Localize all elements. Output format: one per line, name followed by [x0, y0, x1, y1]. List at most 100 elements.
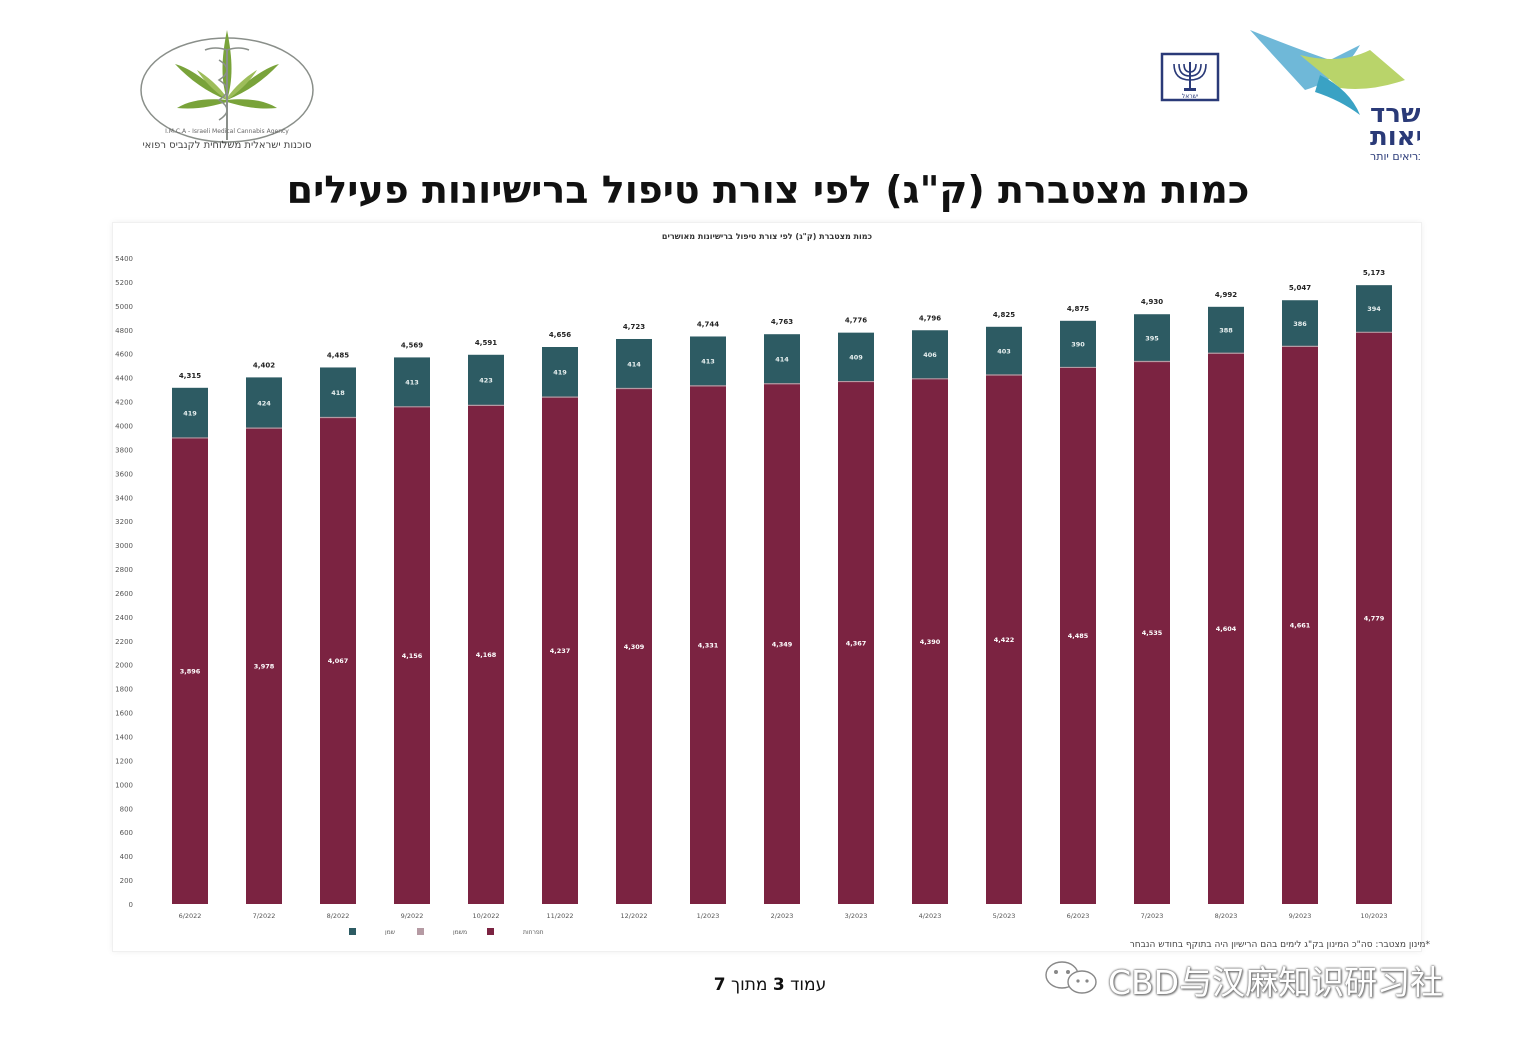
- y-tick-label: 1800: [115, 686, 133, 694]
- bar-segment-oil: [246, 377, 282, 429]
- page-number-prefix: עמוד: [790, 975, 827, 995]
- bar-segment-label: 4,485: [1068, 632, 1089, 640]
- x-tick-label: 3/2023: [845, 912, 868, 920]
- y-tick-label: 2800: [115, 566, 133, 574]
- imca-english-name: I.M.C.A - Israeli Medical Cannabis Agenc…: [165, 128, 289, 135]
- bar-segment-label: 406: [923, 351, 937, 359]
- y-tick-label: 0: [129, 901, 133, 909]
- y-tick-label: 3200: [115, 518, 133, 526]
- bar-total-label: 4,485: [327, 351, 349, 359]
- bar-segment-label: 403: [997, 347, 1011, 355]
- page-number-total: 7: [713, 975, 726, 995]
- x-tick-label: 12/2022: [620, 912, 647, 920]
- bar-total-label: 5,173: [1363, 269, 1385, 277]
- bar-segment-oil: [912, 330, 948, 379]
- x-tick-label: 6/2023: [1067, 912, 1090, 920]
- x-tick-label: 7/2023: [1141, 912, 1164, 920]
- y-tick-label: 5000: [115, 303, 133, 311]
- bar-total-label: 4,825: [993, 311, 1015, 319]
- y-tick-label: 4600: [115, 351, 133, 359]
- bar-segment-flowers: [1060, 367, 1096, 904]
- bar-total-label: 4,315: [179, 372, 201, 380]
- bar-total-label: 4,656: [549, 331, 571, 339]
- bar-segment-flowers: [1356, 332, 1392, 904]
- x-tick-label: 10/2023: [1360, 912, 1387, 920]
- bar-segment-label: 4,309: [624, 643, 645, 651]
- bar-segment-label: 4,367: [846, 639, 867, 647]
- x-tick-label: 11/2022: [546, 912, 573, 920]
- bar-total-label: 4,776: [845, 317, 867, 325]
- bar-segment-flowers: [1208, 353, 1244, 904]
- bar-total-label: 4,591: [475, 339, 497, 347]
- bar-segment-label: 409: [849, 354, 863, 362]
- chart-title: כמות מצטברת (ק"ג) לפי צורת טיפול ברישיונ…: [662, 232, 873, 241]
- bar-segment-oil: [1208, 306, 1244, 354]
- bar-segment-oil: [468, 354, 504, 406]
- x-tick-label: 9/2023: [1289, 912, 1312, 920]
- ministry-of-health-logo: משרד הבריאות לחיים בריאים יותר: [1250, 30, 1420, 163]
- bar-segment-flowers: [320, 417, 356, 904]
- bar-segment-flowers: [1134, 361, 1170, 904]
- bar-segment-oil: [1356, 285, 1392, 333]
- bar-segment-flowers: [912, 378, 948, 904]
- page-number-middle: מתוך: [731, 975, 768, 995]
- y-tick-label: 4000: [115, 422, 133, 430]
- bar-segment-oil: [690, 336, 726, 386]
- emblem-caption: ישראל: [1182, 93, 1198, 100]
- bar-segment-label: 419: [553, 369, 567, 377]
- watermark-text: CBD与汉麻知识研习社: [1108, 963, 1444, 1002]
- bar-total-label: 5,047: [1289, 284, 1311, 292]
- bar-segment-oil: [1060, 320, 1096, 368]
- y-tick-label: 4800: [115, 327, 133, 335]
- bar-segment-label: 414: [775, 355, 789, 363]
- bar-segment-label: 386: [1293, 320, 1307, 328]
- y-tick-label: 200: [120, 877, 133, 885]
- bar-segment-label: 388: [1219, 327, 1233, 335]
- page-title: כמות מצטברת (ק"ג) לפי צורת טיפול ברישיונ…: [286, 168, 1250, 212]
- y-tick-label: 400: [120, 853, 133, 861]
- bar-segment-flowers: [468, 405, 504, 904]
- bar-segment-label: 3,896: [180, 667, 201, 675]
- bar-segment-flowers: [394, 406, 430, 904]
- bar-segment-label: 4,067: [328, 657, 349, 665]
- page-number-current: 3: [772, 975, 785, 995]
- bar-segment-label: 423: [479, 377, 493, 385]
- bar-total-label: 4,875: [1067, 305, 1089, 313]
- y-tick-label: 1600: [115, 710, 133, 718]
- bar-total-label: 4,402: [253, 361, 275, 369]
- y-tick-label: 5400: [115, 255, 133, 263]
- bar-segment-label: 394: [1367, 305, 1381, 313]
- y-tick-label: 4400: [115, 375, 133, 383]
- legend-swatch: [487, 928, 494, 935]
- y-tick-label: 2400: [115, 614, 133, 622]
- bar-segment-label: 395: [1145, 334, 1159, 342]
- y-tick-label: 3400: [115, 494, 133, 502]
- bar-segment-label: 414: [627, 360, 641, 368]
- bar-segment-label: 419: [183, 409, 197, 417]
- chart-footnote: *מינון מצטבר: סה"כ המינון בק"ג לימים בהם…: [1129, 940, 1430, 950]
- legend-swatch: [417, 928, 424, 935]
- bar-segment-oil: [1282, 300, 1318, 347]
- bar-segment-oil: [320, 367, 356, 418]
- moh-name-line1: משרד: [1370, 99, 1420, 129]
- bar-segment-oil: [172, 387, 208, 438]
- bar-segment-label: 424: [257, 399, 271, 407]
- bar-segment-flowers: [690, 385, 726, 904]
- bar-segment-oil: [986, 326, 1022, 375]
- y-tick-label: 600: [120, 829, 133, 837]
- legend-label: שמן: [385, 929, 395, 936]
- x-tick-label: 4/2023: [919, 912, 942, 920]
- bar-segment-label: 4,349: [772, 640, 793, 648]
- x-tick-label: 6/2022: [179, 912, 202, 920]
- bar-segment-label: 4,390: [920, 638, 941, 646]
- bar-segment-label: 413: [405, 379, 419, 387]
- bar-total-label: 4,569: [401, 341, 423, 349]
- bar-total-label: 4,744: [697, 320, 719, 328]
- moh-name-line2: הבריאות: [1370, 122, 1420, 152]
- x-tick-label: 10/2022: [472, 912, 499, 920]
- bar-segment-label: 4,331: [698, 641, 719, 649]
- y-tick-label: 3600: [115, 470, 133, 478]
- y-tick-label: 2000: [115, 662, 133, 670]
- bar-segment-flowers: [246, 428, 282, 904]
- bar-segment-flowers: [172, 437, 208, 904]
